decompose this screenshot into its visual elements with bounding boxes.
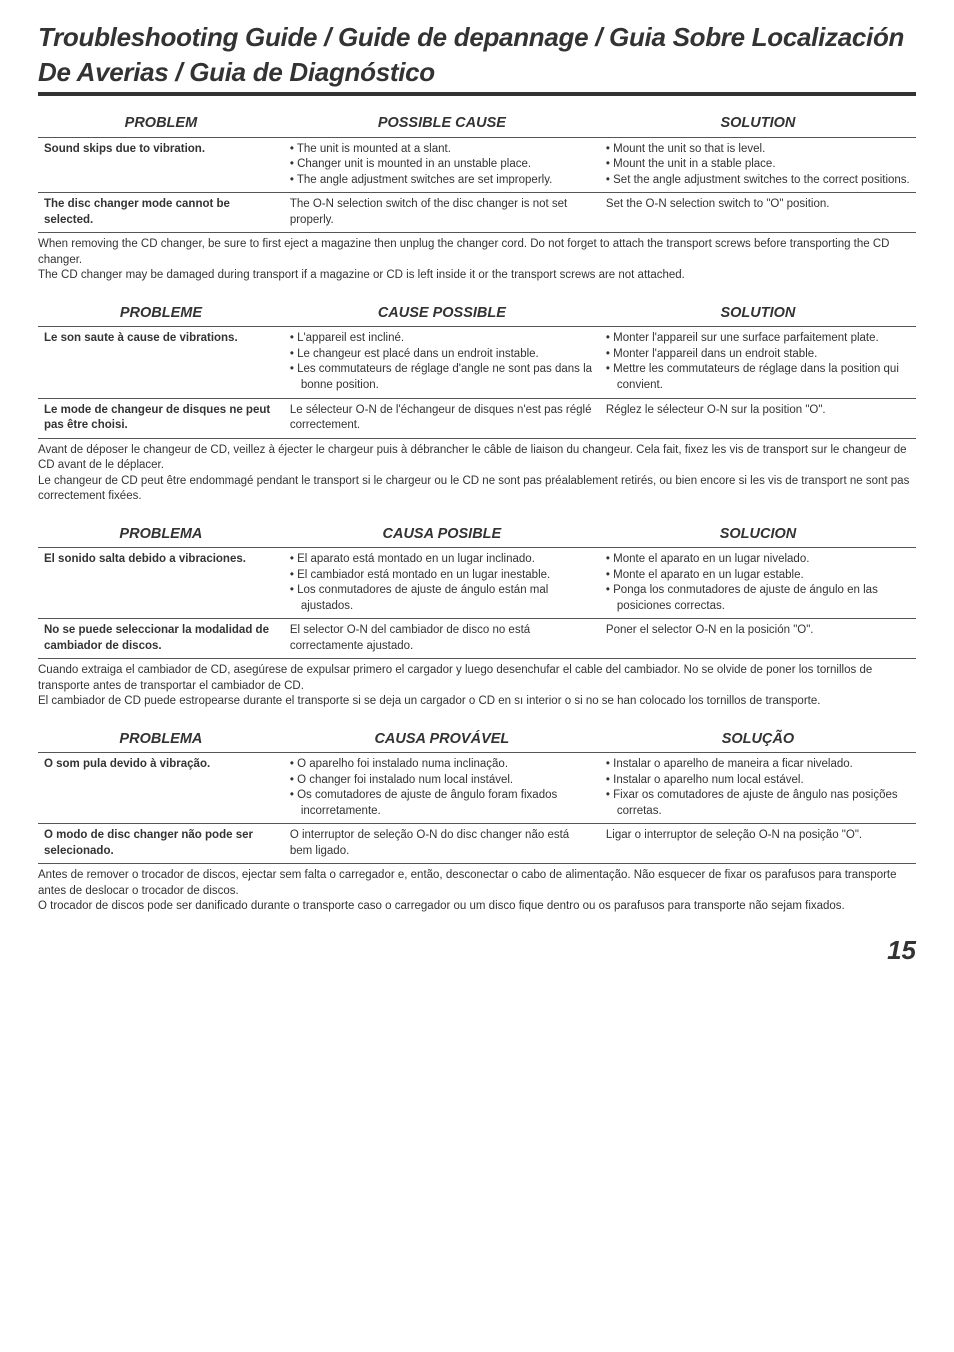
solution-item: Monter l'appareil sur une surface parfai… <box>606 331 910 347</box>
cause-item: El cambiador está montado en un lugar in… <box>290 568 594 584</box>
cause-cell: O interruptor de seleção O-N do disc cha… <box>284 824 600 864</box>
solution-item: Set the angle adjustment switches to the… <box>606 173 910 189</box>
solution-item: Monter l'appareil dans un endroit stable… <box>606 347 910 363</box>
table-row: O som pula devido à vibração. O aparelho … <box>38 753 916 824</box>
cause-cell: The unit is mounted at a slant.Changer u… <box>284 137 600 193</box>
cause-item: El aparato está montado en un lugar incl… <box>290 552 594 568</box>
problem-cell: Le mode de changeur de disques ne peut p… <box>38 398 284 438</box>
solution-item: Ponga los conmutadores de ajuste de ángu… <box>606 583 910 614</box>
column-header: SOLUTION <box>600 112 916 137</box>
solution-cell: Poner el selector O-N en la posición "O"… <box>600 619 916 659</box>
troubleshooting-table: PROBLEMPOSSIBLE CAUSESOLUTIONSound skips… <box>38 112 916 233</box>
page-title: Troubleshooting Guide / Guide de depanna… <box>38 20 916 90</box>
solution-item: Fixar os comutadores de ajuste de ângulo… <box>606 788 910 819</box>
solution-cell: Réglez le sélecteur O-N sur la position … <box>600 398 916 438</box>
cause-item: The angle adjustment switches are set im… <box>290 173 594 189</box>
note-line: Avant de déposer le changeur de CD, veil… <box>38 443 916 474</box>
column-header: POSSIBLE CAUSE <box>284 112 600 137</box>
solution-item: Mount the unit in a stable place. <box>606 157 910 173</box>
cause-item: Os comutadores de ajuste de ângulo foram… <box>290 788 594 819</box>
column-header: SOLUTION <box>600 302 916 327</box>
solution-item: Instalar o aparelho num local estável. <box>606 773 910 789</box>
section-notes: Antes de remover o trocador de discos, e… <box>38 868 916 915</box>
section-notes: Cuando extraiga el cambiador de CD, aseg… <box>38 663 916 710</box>
problem-cell: No se puede seleccionar la modalidad de … <box>38 619 284 659</box>
solution-item: Monte el aparato en un lugar nivelado. <box>606 552 910 568</box>
page-number: 15 <box>38 933 916 968</box>
troubleshooting-table: PROBLEMACAUSA PROVÁVELSOLUÇÃOO som pula … <box>38 728 916 865</box>
cause-cell: Le sélecteur O-N de l'échangeur de disqu… <box>284 398 600 438</box>
section-notes: Avant de déposer le changeur de CD, veil… <box>38 443 916 505</box>
table-row: Sound skips due to vibration.The unit is… <box>38 137 916 193</box>
column-header: CAUSA POSIBLE <box>284 523 600 548</box>
table-row: The disc changer mode cannot be selected… <box>38 193 916 233</box>
problem-cell: Le son saute à cause de vibrations. <box>38 327 284 398</box>
table-row: No se puede seleccionar la modalidad de … <box>38 619 916 659</box>
column-header: PROBLEM <box>38 112 284 137</box>
problem-cell: O som pula devido à vibração. <box>38 753 284 824</box>
note-line: O trocador de discos pode ser danificado… <box>38 899 916 915</box>
cause-cell: L'appareil est incliné.Le changeur est p… <box>284 327 600 398</box>
column-header: SOLUÇÃO <box>600 728 916 753</box>
troubleshooting-table: PROBLEMECAUSE POSSIBLESOLUTIONLe son sau… <box>38 302 916 439</box>
troubleshooting-table: PROBLEMACAUSA POSIBLESOLUCIONEl sonido s… <box>38 523 916 660</box>
solution-item: Mettre les commutateurs de réglage dans … <box>606 362 910 393</box>
solution-item: Mount the unit so that is level. <box>606 142 910 158</box>
column-header: CAUSE POSSIBLE <box>284 302 600 327</box>
note-line: Antes de remover o trocador de discos, e… <box>38 868 916 899</box>
cause-item: Le changeur est placé dans un endroit in… <box>290 347 594 363</box>
cause-cell: El aparato está montado en un lugar incl… <box>284 548 600 619</box>
solution-cell: Monter l'appareil sur une surface parfai… <box>600 327 916 398</box>
solution-item: Instalar o aparelho de maneira a ficar n… <box>606 757 910 773</box>
solution-cell: Ligar o interruptor de seleção O-N na po… <box>600 824 916 864</box>
cause-item: L'appareil est incliné. <box>290 331 594 347</box>
table-row: Le mode de changeur de disques ne peut p… <box>38 398 916 438</box>
column-header: SOLUCION <box>600 523 916 548</box>
section-notes: When removing the CD changer, be sure to… <box>38 237 916 284</box>
note-line: Cuando extraiga el cambiador de CD, aseg… <box>38 663 916 694</box>
solution-cell: Monte el aparato en un lugar nivelado.Mo… <box>600 548 916 619</box>
solution-cell: Instalar o aparelho de maneira a ficar n… <box>600 753 916 824</box>
cause-item: Los conmutadores de ajuste de ángulo est… <box>290 583 594 614</box>
table-row: El sonido salta debido a vibraciones. El … <box>38 548 916 619</box>
column-header: CAUSA PROVÁVEL <box>284 728 600 753</box>
column-header: PROBLEMA <box>38 728 284 753</box>
solution-item: Monte el aparato en un lugar estable. <box>606 568 910 584</box>
title-rule <box>38 92 916 96</box>
problem-cell: Sound skips due to vibration. <box>38 137 284 193</box>
problem-cell: O modo de disc changer não pode ser sele… <box>38 824 284 864</box>
table-row: Le son saute à cause de vibrations.L'app… <box>38 327 916 398</box>
cause-cell: El selector O-N del cambiador de disco n… <box>284 619 600 659</box>
note-line: El cambiador de CD puede estropearse dur… <box>38 694 916 710</box>
cause-cell: O aparelho foi instalado numa inclinação… <box>284 753 600 824</box>
solution-cell: Mount the unit so that is level.Mount th… <box>600 137 916 193</box>
table-row: O modo de disc changer não pode ser sele… <box>38 824 916 864</box>
cause-item: Changer unit is mounted in an unstable p… <box>290 157 594 173</box>
column-header: PROBLEMA <box>38 523 284 548</box>
cause-item: O aparelho foi instalado numa inclinação… <box>290 757 594 773</box>
cause-item: Les commutateurs de réglage d'angle ne s… <box>290 362 594 393</box>
cause-cell: The O-N selection switch of the disc cha… <box>284 193 600 233</box>
problem-cell: The disc changer mode cannot be selected… <box>38 193 284 233</box>
note-line: When removing the CD changer, be sure to… <box>38 237 916 268</box>
column-header: PROBLEME <box>38 302 284 327</box>
problem-cell: El sonido salta debido a vibraciones. <box>38 548 284 619</box>
cause-item: O changer foi instalado num local instáv… <box>290 773 594 789</box>
note-line: Le changeur de CD peut être endommagé pe… <box>38 474 916 505</box>
solution-cell: Set the O-N selection switch to "O" posi… <box>600 193 916 233</box>
note-line: The CD changer may be damaged during tra… <box>38 268 916 284</box>
cause-item: The unit is mounted at a slant. <box>290 142 594 158</box>
